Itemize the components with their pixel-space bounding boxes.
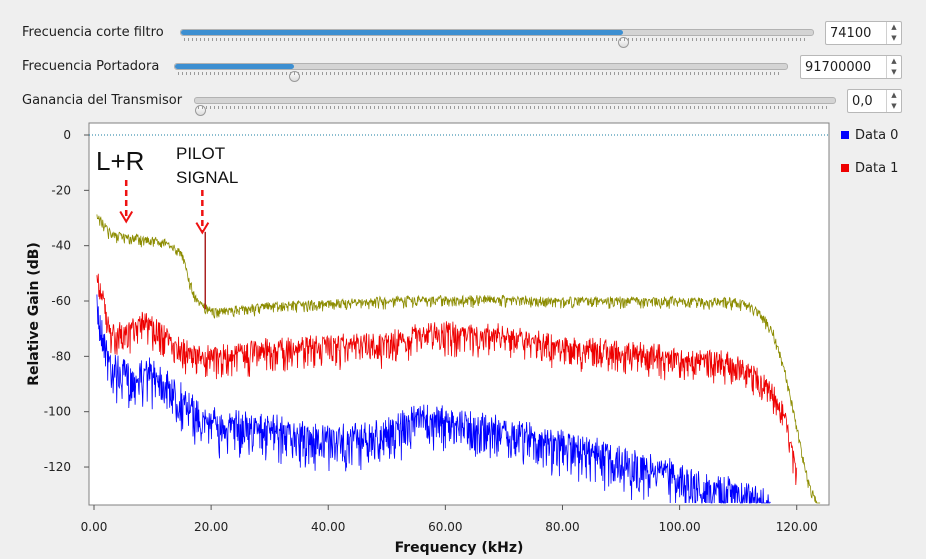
series-line-0: [96, 294, 771, 504]
cutoff-frequency-label: Frecuencia corte filtro: [22, 25, 164, 40]
carrier-frequency-slider-ticks: [178, 72, 782, 75]
spin-up-icon[interactable]: ▲: [891, 91, 897, 99]
carrier-frequency-slider-handle[interactable]: [289, 71, 300, 82]
transmitter-gain-value[interactable]: 0,0: [852, 94, 873, 109]
legend-item[interactable]: Data 0: [855, 128, 898, 143]
x-tick-label: 120.00: [776, 520, 818, 534]
x-tick-label: 0.00: [81, 520, 108, 534]
y-tick-label: -40: [51, 239, 71, 253]
spin-up-icon[interactable]: ▲: [891, 23, 897, 31]
carrier-frequency-value[interactable]: 91700000: [805, 60, 872, 75]
spin-down-icon[interactable]: ▼: [891, 102, 897, 110]
transmitter-gain-slider-handle[interactable]: [195, 105, 206, 116]
spin-down-icon[interactable]: ▼: [891, 68, 897, 76]
frequency-plot[interactable]: L+R PILOT SIGNAL 0 -20 -40 -60 -80 -100 -120 0.00 2…: [0, 120, 926, 559]
annotation-pilot-label-2: SIGNAL: [176, 168, 238, 187]
series-line-1: [96, 273, 798, 486]
x-tick-label: 40.00: [311, 520, 345, 534]
x-tick-label: 20.00: [194, 520, 228, 534]
cutoff-frequency-spinbox[interactable]: 74100 ▲ ▼: [825, 21, 902, 45]
y-tick-label: -20: [51, 183, 71, 197]
spin-buttons: ▲ ▼: [886, 56, 901, 78]
y-axis-label: Relative Gain (dB): [26, 242, 42, 386]
cutoff-frequency-value[interactable]: 74100: [830, 26, 872, 41]
spin-buttons: ▲ ▼: [886, 90, 901, 112]
y-tick-label: -80: [51, 349, 71, 363]
annotation-lr-label: L+R: [96, 146, 144, 176]
y-tick-label: -60: [51, 294, 71, 308]
cutoff-frequency-slider[interactable]: [180, 29, 814, 48]
cutoff-frequency-slider-fill: [181, 30, 623, 35]
transmitter-gain-slider[interactable]: [194, 97, 836, 116]
carrier-frequency-row: Frecuencia Portadora 91700000 ▲ ▼: [0, 52, 926, 84]
y-tick-label: -100: [44, 405, 71, 419]
cutoff-frequency-slider-handle[interactable]: [618, 37, 629, 48]
transmitter-gain-slider-ticks: [198, 106, 830, 109]
annotation-pilot-arrowhead: [195, 222, 210, 235]
annotation-lr-arrowhead: [119, 211, 134, 224]
y-tick-label: -120: [44, 460, 71, 474]
legend-item[interactable]: Data 1: [855, 161, 898, 176]
spin-up-icon[interactable]: ▲: [891, 57, 897, 65]
transmitter-gain-spinbox[interactable]: 0,0 ▲ ▼: [847, 89, 902, 113]
transmitter-gain-row: Ganancia del Transmisor 0,0 ▲ ▼: [0, 86, 926, 118]
x-tick-label: 100.00: [659, 520, 701, 534]
cutoff-frequency-row: Frecuencia corte filtro 74100 ▲ ▼: [0, 18, 926, 50]
carrier-frequency-slider[interactable]: [174, 63, 788, 82]
cutoff-frequency-slider-ticks: [184, 38, 808, 41]
x-tick-label: 80.00: [545, 520, 579, 534]
spin-down-icon[interactable]: ▼: [891, 34, 897, 42]
transmitter-gain-label: Ganancia del Transmisor: [22, 93, 183, 108]
carrier-frequency-spinbox[interactable]: 91700000 ▲ ▼: [800, 55, 902, 79]
spin-buttons: ▲ ▼: [886, 22, 901, 44]
series-line-2: [96, 214, 821, 504]
legend-swatch: [841, 131, 849, 139]
carrier-frequency-slider-fill: [175, 64, 294, 69]
x-tick-label: 60.00: [428, 520, 462, 534]
x-axis-label: Frequency (kHz): [395, 540, 524, 556]
legend-swatch: [841, 164, 849, 172]
annotation-pilot-label-1: PILOT: [176, 144, 225, 163]
carrier-frequency-label: Frecuencia Portadora: [22, 59, 160, 74]
y-tick-label: 0: [63, 128, 71, 142]
frequency-plot-panel: L+R PILOT SIGNAL 0 -20 -40 -60 -80 -100 -120 0.00 2…: [0, 120, 926, 559]
